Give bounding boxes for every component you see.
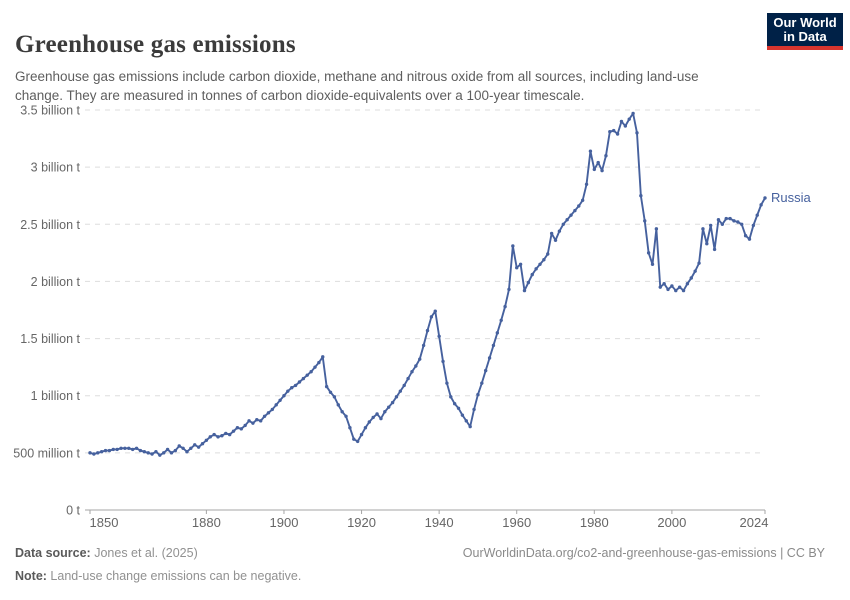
x-axis-labels: 1850 1880 1900 1920 1940 1960 1980 2000 2024 [90, 515, 769, 530]
note-value: Land-use change emissions can be negativ… [46, 569, 302, 583]
data-source-line: Data source: Jones et al. (2025) [15, 546, 198, 560]
svg-text:1940: 1940 [425, 515, 454, 530]
y-axis-labels: 0 t 500 million t 1 billion t 1.5 billion t… [13, 104, 80, 518]
series-label-russia: Russia [771, 190, 812, 205]
svg-text:500 million t: 500 million t [13, 446, 80, 460]
svg-text:3.5 billion t: 3.5 billion t [20, 104, 80, 118]
svg-text:0 t: 0 t [66, 504, 80, 518]
svg-text:1880: 1880 [192, 515, 221, 530]
svg-text:1920: 1920 [347, 515, 376, 530]
svg-text:2 billion t: 2 billion t [31, 275, 81, 289]
owid-logo-line1: Our World [773, 15, 837, 30]
svg-text:1960: 1960 [502, 515, 531, 530]
chart-footer: Data source: Jones et al. (2025) OurWorl… [15, 546, 825, 583]
svg-text:1.5 billion t: 1.5 billion t [20, 332, 80, 346]
data-source-value: Jones et al. (2025) [90, 546, 198, 560]
data-points-russia [88, 111, 767, 457]
chart-subtitle: Greenhouse gas emissions include carbon … [15, 68, 699, 104]
page-title: Greenhouse gas emissions [15, 30, 296, 58]
svg-text:1 billion t: 1 billion t [31, 389, 81, 403]
owid-logo-line2: in Data [783, 29, 827, 44]
svg-text:2000: 2000 [657, 515, 686, 530]
svg-text:1900: 1900 [270, 515, 299, 530]
y-gridlines [85, 109, 765, 454]
owid-logo[interactable]: Our World in Data [767, 13, 843, 50]
note-label: Note: [15, 569, 47, 583]
svg-text:2024: 2024 [740, 515, 769, 530]
svg-text:1850: 1850 [90, 515, 119, 530]
svg-text:1980: 1980 [580, 515, 609, 530]
svg-text:3 billion t: 3 billion t [31, 161, 81, 175]
footer-row-1: Data source: Jones et al. (2025) OurWorl… [15, 546, 825, 560]
data-source-label: Data source: [15, 546, 91, 560]
owid-url-link[interactable]: OurWorldinData.org/co2-and-greenhouse-ga… [462, 546, 825, 560]
footer-row-2: Note: Land-use change emissions can be n… [15, 569, 825, 583]
svg-text:2.5 billion t: 2.5 billion t [20, 218, 80, 232]
x-axis [85, 509, 766, 514]
